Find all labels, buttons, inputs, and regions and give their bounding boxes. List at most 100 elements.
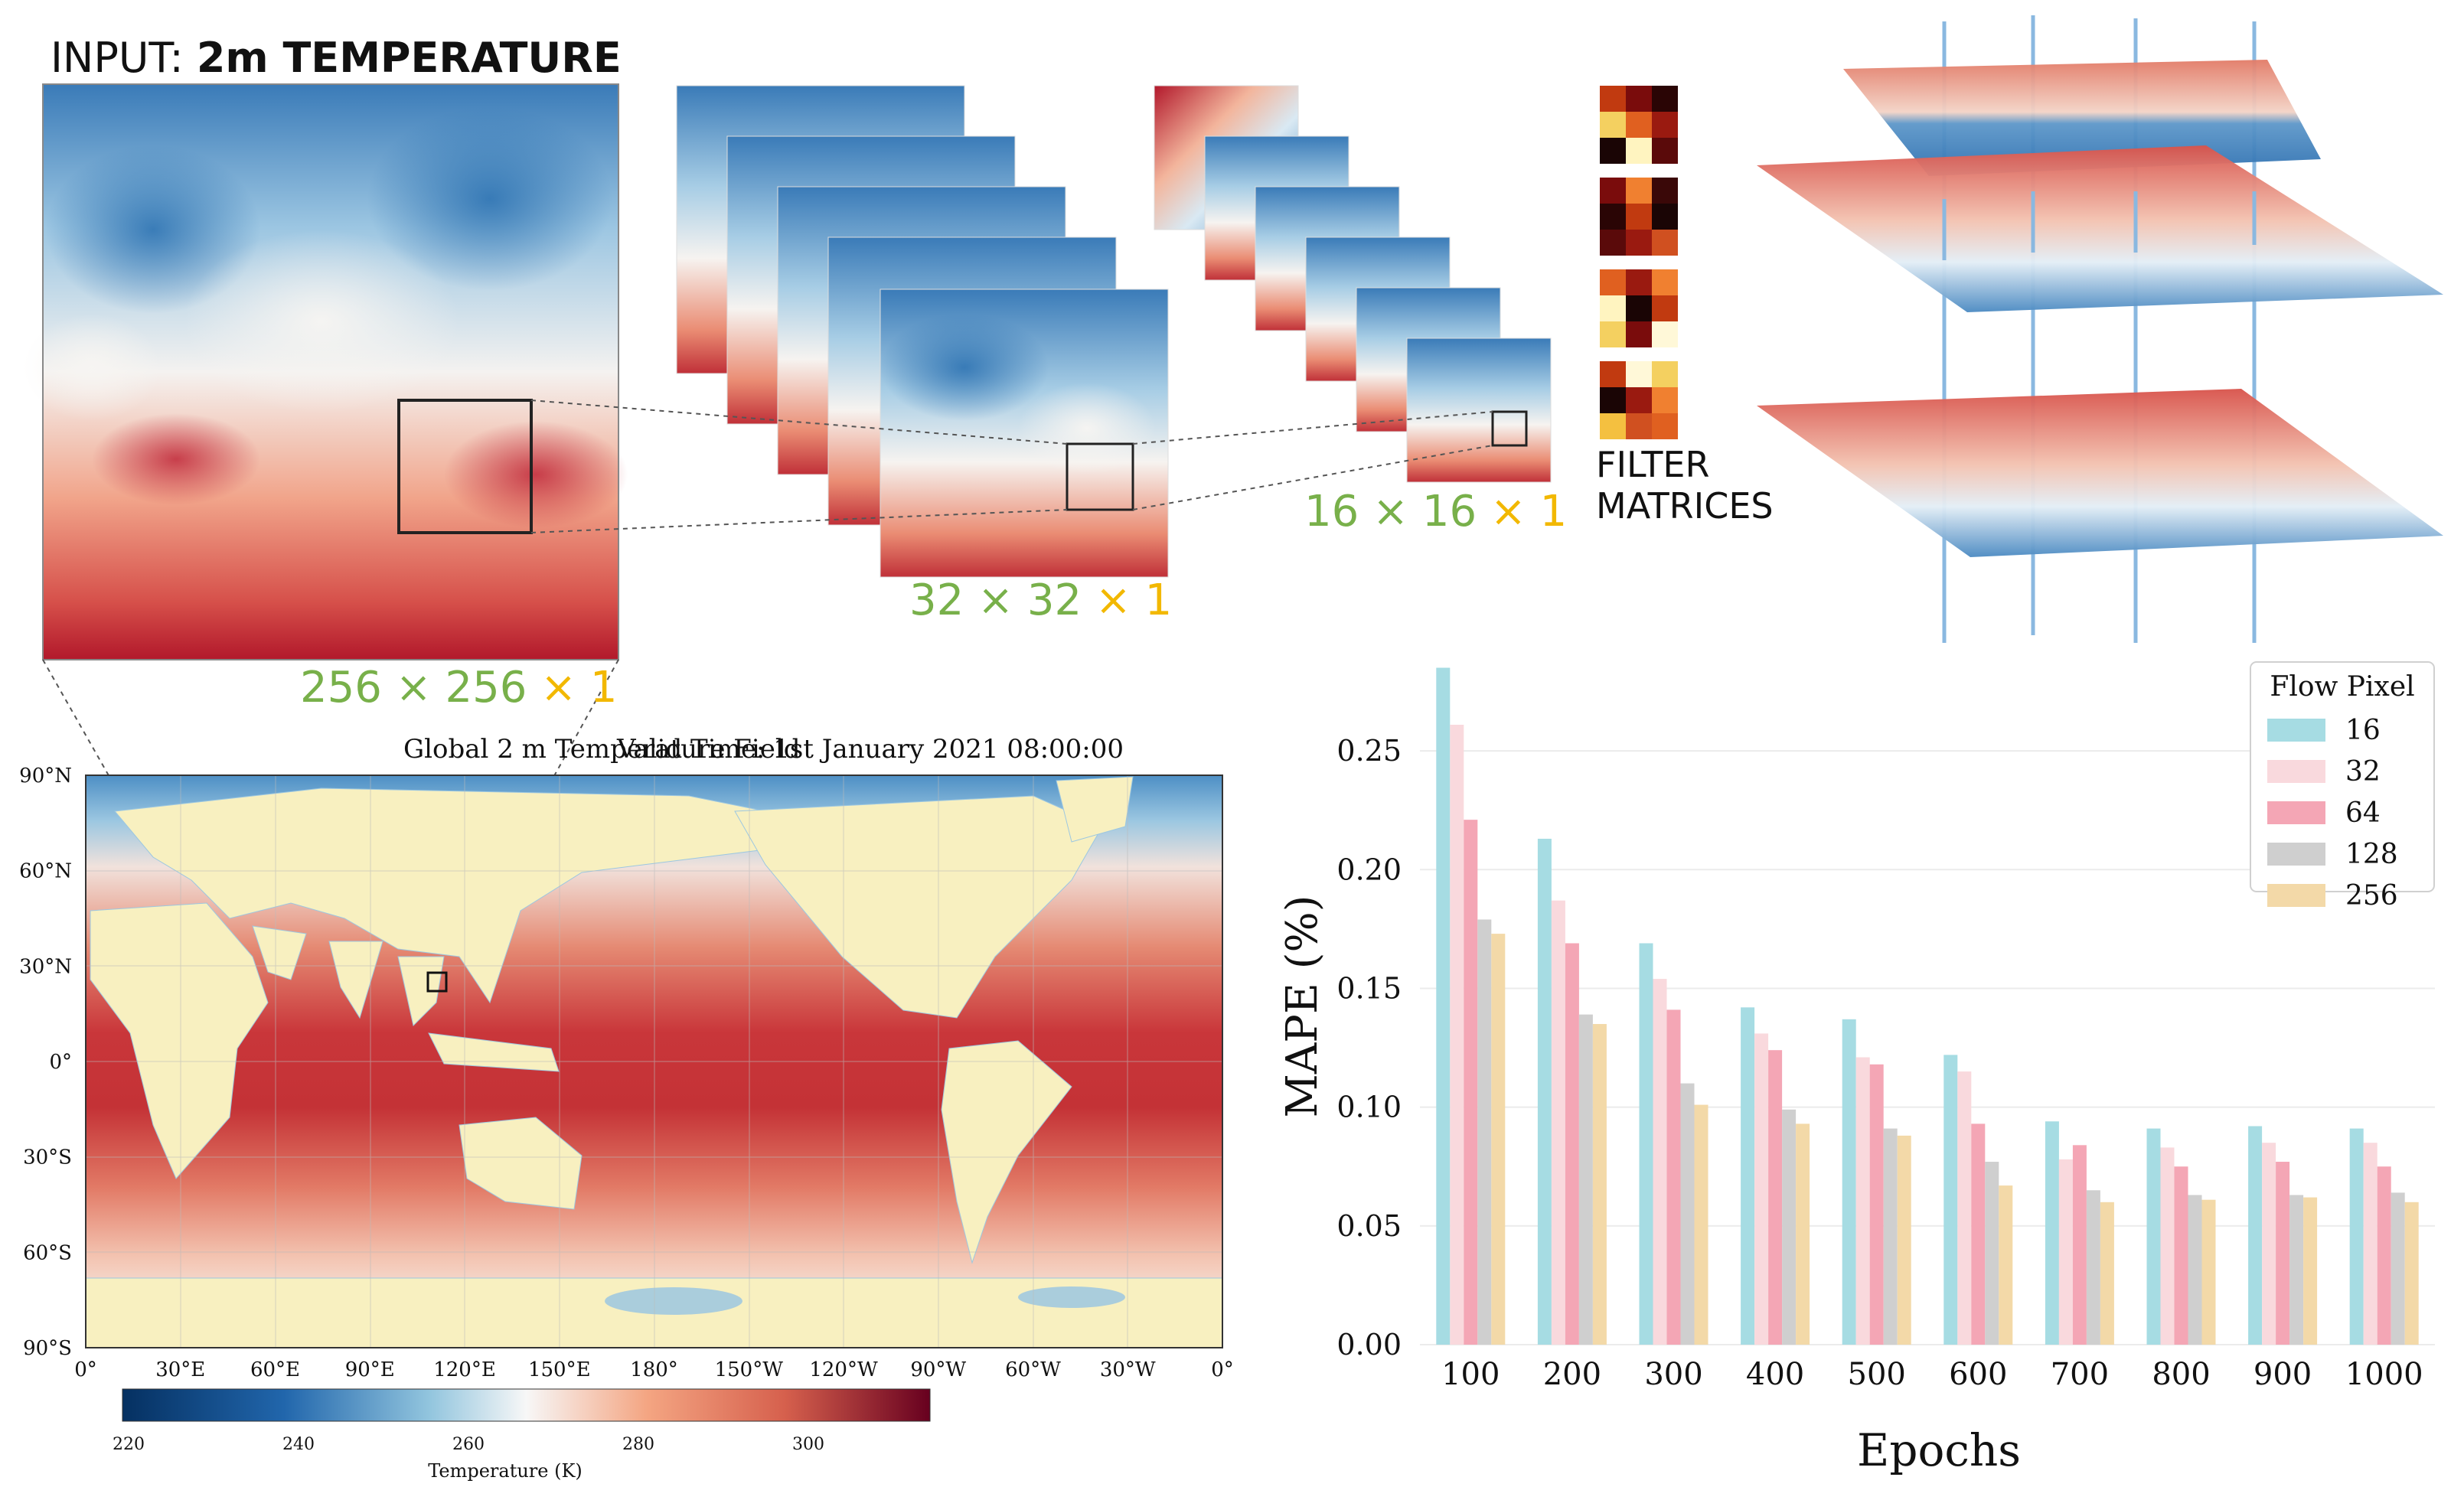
longitude-label: 60°E: [250, 1358, 300, 1381]
bar-32-300: [1653, 979, 1667, 1345]
stacked-planes: [1757, 15, 2443, 643]
bar-256-700: [2100, 1202, 2114, 1345]
mape-bar-chart: 0.00 0.05 0.10 0.15 0.20 0.25 100 200 300 400 500…: [1278, 656, 2435, 1476]
input-temperature-map: [23, 83, 628, 660]
dim-b: 256: [445, 663, 527, 713]
y-tick-label: 0.20: [1336, 853, 1402, 886]
latitude-label: 30°S: [23, 1146, 72, 1169]
bar-64-700: [2072, 1145, 2087, 1345]
bar-16-800: [2146, 1128, 2161, 1345]
dim-c: 1: [1144, 576, 1173, 625]
bar-64-500: [1869, 1064, 1884, 1345]
dim-times: ×: [1490, 487, 1526, 536]
dim-c: 1: [1539, 487, 1568, 536]
bar-256-600: [1999, 1185, 2013, 1345]
legend-swatch: [2267, 843, 2325, 866]
x-tick-label: 100: [1441, 1357, 1500, 1392]
bar-128-800: [2188, 1195, 2202, 1345]
bars: [1436, 667, 2419, 1345]
latitude-labels: 90°N 60°N 30°N 0° 30°S 60°S 90°S: [19, 765, 72, 1360]
bar-64-900: [2276, 1162, 2290, 1345]
colorbar-tick: 280: [622, 1435, 654, 1454]
latitude-label: 0°: [49, 1051, 72, 1074]
x-tick-label: 600: [1949, 1357, 2007, 1392]
y-tick-label: 0.10: [1336, 1091, 1402, 1124]
bar-32-400: [1754, 1033, 1769, 1345]
longitude-label: 30°E: [155, 1358, 205, 1381]
x-tick-label: 200: [1543, 1357, 1601, 1392]
y-tick-label: 0.05: [1336, 1209, 1402, 1243]
longitude-label: 0°: [1211, 1358, 1234, 1381]
bar-128-500: [1883, 1128, 1898, 1345]
legend-swatch: [2267, 801, 2325, 824]
bar-32-200: [1551, 900, 1565, 1345]
latitude-label: 90°S: [23, 1337, 72, 1360]
dim-times: ×: [977, 576, 1013, 625]
longitude-label: 90°W: [910, 1358, 966, 1381]
x-tick-label: 800: [2152, 1357, 2210, 1392]
legend-swatch: [2267, 760, 2325, 783]
zoom-box: [397, 399, 533, 534]
dim-b: 32: [1026, 576, 1082, 625]
bar-256-900: [2303, 1197, 2318, 1345]
bar-256-200: [1592, 1024, 1607, 1345]
colorbar-tick: 240: [282, 1435, 315, 1454]
longitude-label: 30°W: [1100, 1358, 1156, 1381]
legend-swatch: [2267, 719, 2325, 742]
bar-256-100: [1491, 934, 1506, 1345]
bar-16-200: [1537, 838, 1552, 1345]
map-title: Global 2 m Temperature Field: [403, 734, 800, 765]
colorbar-label: Temperature (K): [428, 1460, 583, 1482]
longitude-label: 180°: [630, 1358, 678, 1381]
dim-times: ×: [1095, 576, 1131, 625]
longitude-label: 120°E: [433, 1358, 496, 1381]
bar-128-700: [2086, 1190, 2100, 1345]
filter-matrices-label: FILTER MATRICES: [1596, 444, 1774, 527]
colorbar-tick: 300: [792, 1435, 824, 1454]
bar-128-100: [1477, 919, 1492, 1345]
filter-label-line1: FILTER: [1596, 444, 1710, 485]
legend-title: Flow Pixel: [2270, 671, 2414, 703]
bar-128-400: [1782, 1109, 1797, 1345]
y-tick-label: 0.25: [1336, 734, 1402, 768]
y-tick-label: 0.15: [1336, 971, 1402, 1005]
input-title: INPUT: 2m TEMPERATURE: [51, 34, 622, 82]
colorbar: [122, 1388, 931, 1422]
legend: Flow Pixel 16 32 64 128 256: [2250, 661, 2435, 911]
bar-16-1000: [2349, 1128, 2364, 1345]
colorbar-ticks: 220 240 260 280 300: [113, 1435, 824, 1454]
bar-128-1000: [2391, 1192, 2405, 1345]
dim-times: ×: [395, 663, 432, 713]
feature-maps-16: [1154, 85, 1552, 483]
bar-256-300: [1694, 1104, 1708, 1345]
bar-32-100: [1450, 725, 1464, 1345]
bar-64-300: [1666, 1009, 1681, 1345]
bar-32-700: [2058, 1159, 2073, 1345]
bar-64-600: [1971, 1123, 1986, 1345]
latitude-label: 90°N: [19, 765, 72, 788]
longitude-label: 150°W: [715, 1358, 784, 1381]
filter-label-line2: MATRICES: [1596, 485, 1774, 527]
bar-16-400: [1741, 1007, 1755, 1345]
dim-a: 256: [300, 663, 382, 713]
bar-128-300: [1680, 1083, 1695, 1345]
bar-16-300: [1639, 943, 1653, 1345]
bar-32-500: [1855, 1057, 1870, 1345]
longitude-label: 0°: [74, 1358, 97, 1381]
mid-dimension-label: 32 × 32 × 1: [909, 576, 1172, 625]
legend-swatch: [2267, 884, 2325, 907]
bar-128-200: [1578, 1014, 1593, 1345]
bar-16-900: [2248, 1126, 2263, 1345]
bar-16-100: [1436, 667, 1451, 1345]
x-tick-label: 1000: [2345, 1357, 2423, 1392]
bar-64-200: [1565, 943, 1579, 1345]
legend-label: 16: [2345, 715, 2381, 746]
dim-times: ×: [540, 663, 577, 713]
bar-32-900: [2262, 1143, 2276, 1345]
y-tick-labels: 0.00 0.05 0.10 0.15 0.20 0.25: [1336, 734, 1402, 1361]
world-temperature-map: Global 2 m Temperature Field Valid Time:…: [19, 734, 1234, 1482]
longitude-label: 150°E: [528, 1358, 591, 1381]
y-axis-label: MAPE (%): [1278, 895, 1327, 1117]
bar-64-100: [1464, 820, 1478, 1345]
